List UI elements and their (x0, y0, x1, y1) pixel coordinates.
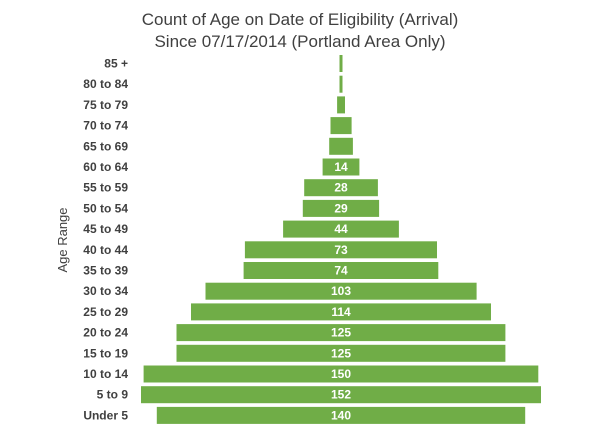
bar-1 (339, 75, 343, 93)
category-label: Under 5 (83, 408, 128, 422)
category-label: 65 to 69 (83, 139, 128, 153)
category-label: 60 to 64 (83, 160, 128, 174)
data-label: 29 (334, 201, 348, 215)
data-label: 44 (334, 222, 348, 236)
category-label: 40 to 44 (83, 243, 128, 257)
category-label: 70 to 74 (83, 119, 128, 133)
category-label: 35 to 39 (83, 264, 128, 278)
data-label: 74 (334, 264, 348, 278)
category-label: 50 to 54 (83, 201, 128, 215)
y-axis-label: Age Range (55, 207, 70, 272)
bar-0 (339, 55, 343, 72)
data-label: 114 (331, 305, 351, 319)
bar-6 (304, 179, 378, 197)
data-labels-group: 14 28 29 44 73 74 103 114 125 125 150 152 140 (331, 160, 351, 422)
bar-13 (176, 324, 506, 342)
category-label: 5 to 9 (97, 388, 129, 402)
bar-4 (329, 137, 353, 155)
category-label: 20 to 24 (83, 326, 128, 340)
category-labels-group: 85 + 80 to 84 75 to 79 70 to 74 65 to 69 60 t… (83, 57, 128, 423)
category-label: 25 to 29 (83, 305, 128, 319)
data-label: 150 (331, 367, 351, 381)
category-label: 75 to 79 (83, 98, 128, 112)
category-label: 80 to 84 (83, 77, 128, 91)
bar-17 (156, 406, 526, 424)
data-label: 125 (331, 346, 351, 360)
category-label: 45 to 49 (83, 222, 128, 236)
bar-2 (337, 96, 345, 114)
bar-10 (243, 262, 439, 279)
category-label: 15 to 19 (83, 346, 128, 360)
bar-7 (302, 199, 380, 217)
category-label: 85 + (104, 57, 128, 71)
category-label: 30 to 34 (83, 284, 128, 298)
bar-5 (322, 158, 360, 176)
bar-12 (191, 303, 491, 321)
bar-9 (244, 241, 437, 259)
bar-16 (141, 386, 541, 404)
bar-15 (143, 365, 539, 383)
bar-14 (176, 344, 506, 362)
data-label: 14 (334, 160, 348, 174)
chart-title: Count of Age on Date of Eligibility (Arr… (142, 10, 459, 29)
bar-11 (205, 282, 477, 300)
data-label: 152 (331, 388, 351, 402)
bar-8 (283, 220, 399, 238)
bars-group (141, 55, 541, 424)
data-label: 103 (331, 284, 351, 298)
chart-subtitle: Since 07/17/2014 (Portland Area Only) (154, 32, 445, 51)
category-label: 55 to 59 (83, 181, 128, 195)
bar-3 (330, 117, 352, 135)
data-label: 125 (331, 326, 351, 340)
data-label: 73 (334, 243, 348, 257)
data-label: 140 (331, 408, 351, 422)
category-label: 10 to 14 (83, 367, 128, 381)
data-label: 28 (334, 181, 348, 195)
